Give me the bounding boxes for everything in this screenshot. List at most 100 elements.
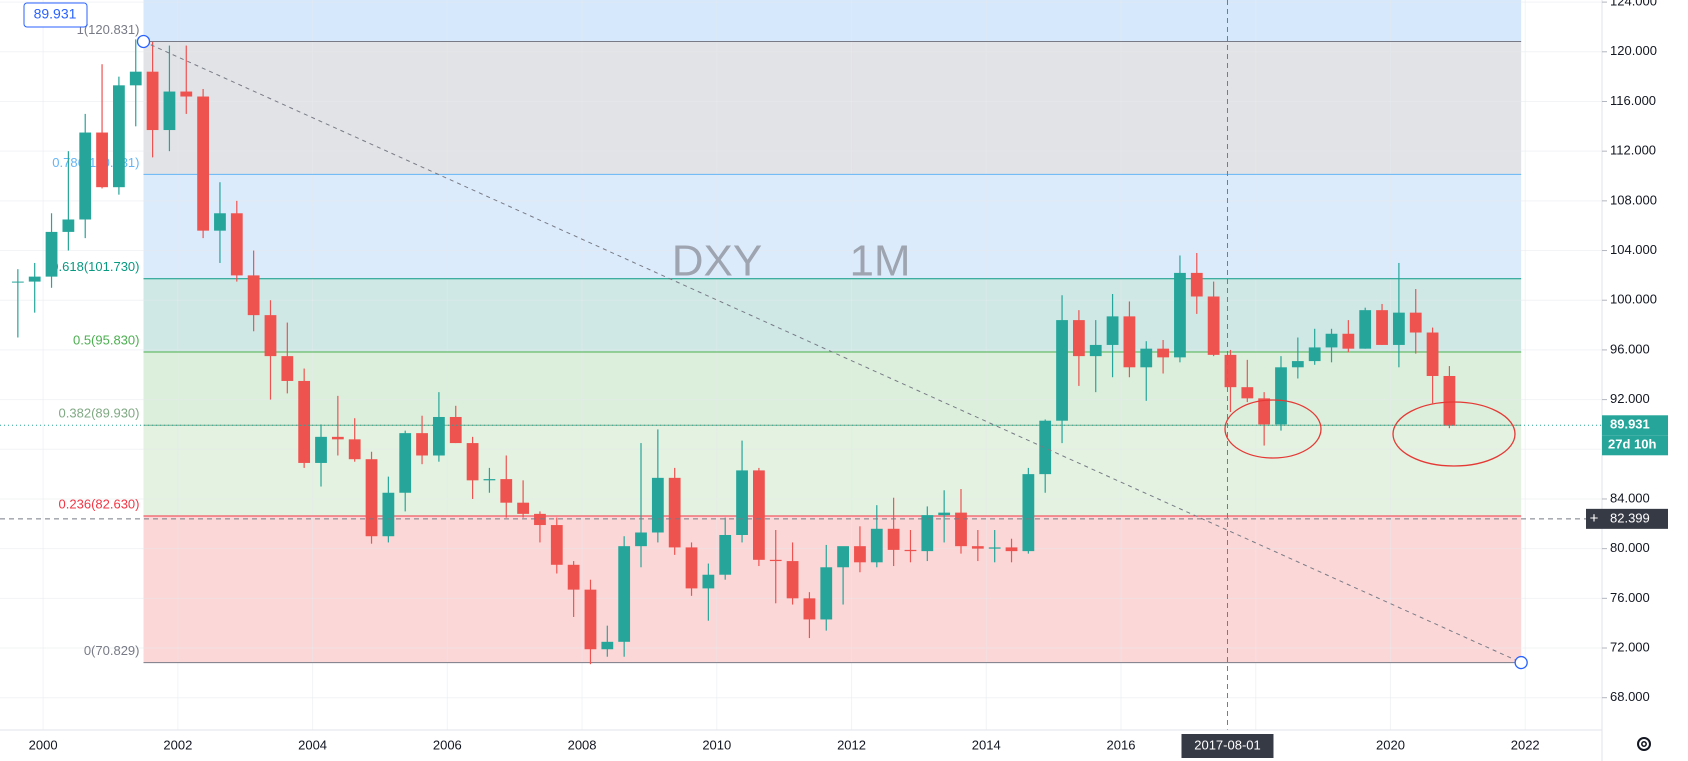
watermark-interval: 1M (849, 237, 910, 286)
candle-body (517, 502, 530, 514)
fib-band (143, 174, 1522, 279)
y-tick-label: 120.000 (1610, 43, 1657, 58)
candle-body (719, 534, 732, 575)
candle-body (567, 564, 580, 590)
candle-body (96, 132, 108, 188)
candle-body (45, 231, 58, 277)
candle-body (433, 416, 445, 456)
candle-body (769, 559, 782, 562)
candle-body (736, 470, 748, 535)
x-tick-label: 2008 (568, 737, 597, 752)
candle-body (331, 436, 344, 440)
x-tick-label: 2020 (1376, 737, 1405, 752)
candle-body (315, 436, 327, 463)
candle-body (1072, 320, 1085, 357)
candle-body (1089, 344, 1102, 357)
y-tick-label: 124.000 (1610, 0, 1657, 9)
x-tick-label: 2000 (29, 737, 58, 752)
y-tick-label: 104.000 (1610, 242, 1657, 257)
trend-handle[interactable] (1514, 655, 1528, 670)
y-tick-label: 96.000 (1610, 341, 1650, 356)
last-price-tag (1602, 415, 1668, 436)
x-tick-label: 2014 (972, 737, 1001, 752)
fib-label: 0.618(101.730) (51, 259, 139, 274)
y-tick-label: 112.000 (1610, 143, 1656, 158)
highlight-ellipse[interactable] (1224, 399, 1322, 459)
y-tick-label: 68.000 (1610, 689, 1650, 704)
candle-body (1123, 316, 1136, 368)
candle-body (1157, 348, 1169, 358)
y-tick-label: 116.000 (1610, 93, 1656, 108)
crosshair-plus: + (1590, 510, 1599, 527)
trend-handle[interactable] (136, 34, 151, 49)
candle-body (298, 380, 311, 463)
x-tick-label: 2022 (1511, 737, 1540, 752)
candle-body (1443, 375, 1456, 426)
candle-body (416, 433, 428, 456)
candle-body (1426, 332, 1439, 376)
crosshair-price-label: 82.399 (1610, 510, 1650, 525)
x-tick-label: 2002 (163, 737, 192, 752)
y-tick-label: 72.000 (1610, 639, 1650, 654)
candle-body (685, 547, 698, 589)
fib-band (143, 352, 1522, 426)
candle-body (534, 513, 546, 526)
candle-body (584, 589, 597, 650)
candle-body (550, 525, 563, 565)
candle-body (28, 276, 41, 282)
candle-body (1207, 296, 1220, 355)
fib-label: 0.236(82.630) (59, 496, 140, 511)
gear-hub (1641, 741, 1647, 747)
y-tick-label: 108.000 (1610, 192, 1657, 207)
candle-body (971, 546, 984, 549)
candle-body (904, 549, 917, 552)
crosshair-date-label: 2017-08-01 (1194, 737, 1261, 752)
watermark-symbol: DXY (672, 237, 762, 286)
y-tick-label: 80.000 (1610, 540, 1650, 555)
candle-body (62, 219, 75, 232)
settings-icon[interactable] (1637, 737, 1651, 751)
candle-body (938, 512, 951, 516)
candle-body (854, 546, 866, 563)
candle-body (281, 356, 294, 381)
crosshair-date-tag (1181, 734, 1274, 758)
candle-body (483, 479, 496, 481)
fib-label: 0.5(95.830) (73, 332, 140, 347)
candle-body (803, 598, 816, 620)
candle-body (1241, 387, 1254, 399)
candle-body (113, 85, 125, 188)
candle-body (1056, 320, 1068, 421)
candle-body (635, 532, 647, 547)
candle-body (214, 213, 226, 231)
candle-body (1376, 310, 1388, 345)
price-box[interactable] (23, 2, 88, 28)
grid (0, 0, 1602, 730)
candle-body (399, 433, 412, 493)
candle-body (786, 561, 799, 599)
countdown-tag (1602, 435, 1668, 456)
candle-body (837, 546, 849, 568)
candle-body (870, 528, 883, 563)
overlay (0, 0, 1602, 730)
fib-label: 0.382(89.930) (59, 406, 140, 421)
candle-body (1190, 272, 1203, 297)
candle-body (1308, 347, 1321, 362)
candle-body (197, 96, 210, 231)
candle-body (11, 281, 24, 283)
fib-label: 0.786(110.131) (52, 155, 139, 170)
candle-body (247, 275, 260, 316)
candle-body (1005, 547, 1018, 552)
x-tick-label: 2010 (702, 737, 731, 752)
candle-body (1039, 420, 1052, 475)
candle-body (180, 91, 193, 97)
y-tick-label: 100.000 (1610, 292, 1657, 307)
candle-body (601, 641, 614, 650)
fib-bands (143, 0, 1522, 663)
candle-body (1342, 333, 1355, 349)
candle-body (1106, 316, 1119, 345)
highlight-ellipse[interactable] (1392, 401, 1516, 467)
candle-body (651, 477, 664, 533)
candle-body (365, 459, 378, 537)
candle-body (1392, 312, 1405, 345)
